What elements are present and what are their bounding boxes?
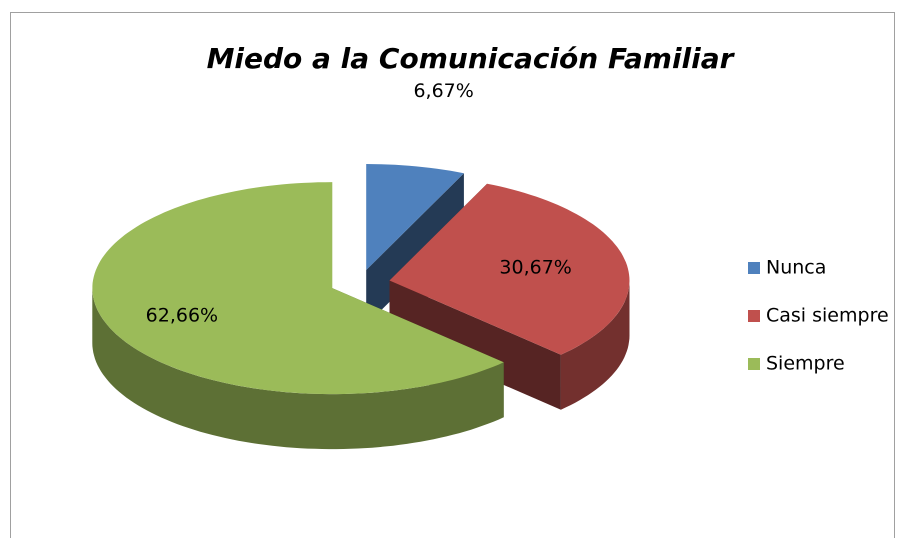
legend-label: Casi siempre [766, 305, 889, 327]
data-label: 62,66% [146, 305, 218, 327]
chart-title: Miedo a la Comunicación Familiar [207, 42, 736, 75]
data-label: 6,67% [413, 80, 473, 102]
slice-wall [389, 280, 561, 410]
slice [366, 164, 464, 270]
slice [389, 183, 630, 355]
legend-label: Nunca [766, 257, 826, 279]
legend-swatch [748, 262, 760, 274]
slice-side [92, 288, 504, 450]
slice-side [560, 280, 630, 410]
data-label: 30,67% [499, 257, 571, 279]
legend-label: Siempre [766, 353, 845, 375]
legend-swatch [748, 358, 760, 370]
legend-swatch [748, 310, 760, 322]
slice [92, 182, 504, 395]
